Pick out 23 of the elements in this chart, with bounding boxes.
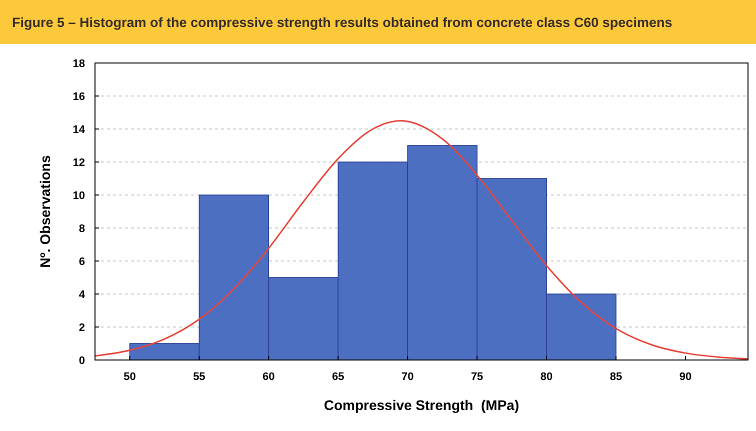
y-tick-label: 0: [78, 355, 85, 367]
y-tick-label: 4: [78, 289, 86, 301]
x-tick-label: 90: [679, 371, 692, 383]
x-tick-label: 50: [124, 371, 136, 383]
x-tick-label: 60: [262, 371, 275, 383]
x-axis-title: Compressive Strength (MPa): [324, 397, 520, 413]
x-tick-label: 70: [401, 371, 414, 383]
y-tick-label: 16: [72, 91, 85, 103]
y-tick-label: 10: [72, 190, 85, 202]
line-series: [95, 120, 748, 360]
y-tick-label: 18: [72, 58, 85, 70]
y-tick-label: 6: [78, 256, 85, 268]
chart-title: Figure 5 – Histogram of the compressive strength results obtained from concrete class C60 specimens: [12, 15, 672, 30]
y-tick-label: 12: [72, 157, 85, 169]
x-tick-label: 55: [193, 371, 206, 383]
x-tick-label: 85: [610, 371, 622, 383]
y-tick-label: 14: [72, 124, 86, 136]
x-tick-label: 80: [540, 371, 553, 383]
y-axis-title: Nº. Observations: [37, 155, 53, 268]
y-tick-label: 2: [78, 322, 85, 334]
x-tick-label: 65: [332, 371, 344, 383]
y-tick-label: 8: [78, 223, 85, 235]
x-tick-label: 75: [470, 371, 484, 383]
